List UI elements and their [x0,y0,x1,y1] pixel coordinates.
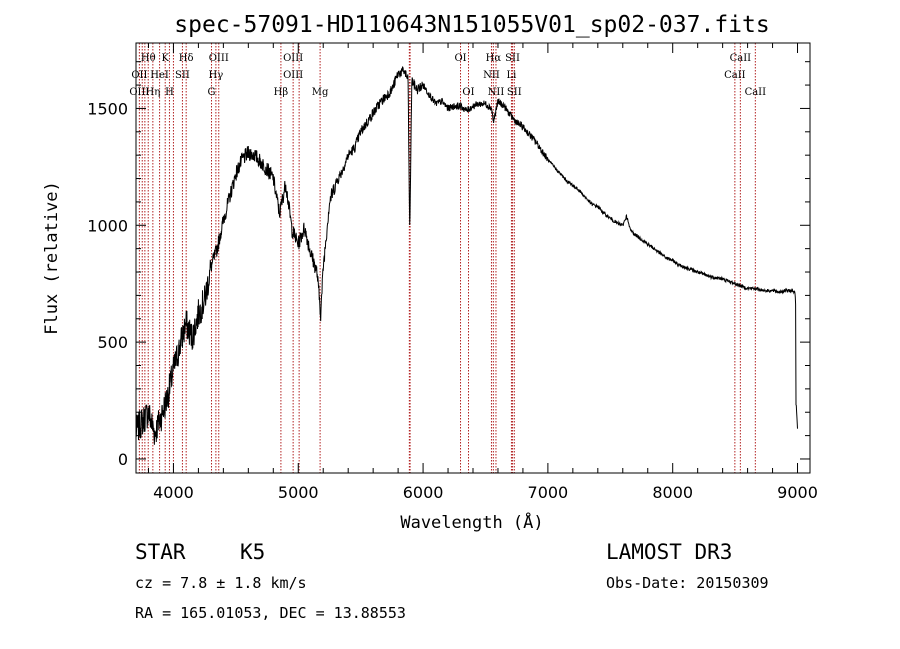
object-type: STAR [135,540,186,564]
y-tick-label: 1000 [87,216,128,235]
coordinates: RA = 165.01053, DEC = 13.88553 [135,604,406,622]
x-tick-label: 6000 [403,483,444,502]
marker-label: CaII [745,87,767,98]
marker-label: OI [462,87,474,98]
marker-label: Hδ [179,53,194,64]
x-axis-label: Wavelength (Å) [400,511,543,533]
y-axis-label: Flux (relative) [42,181,62,335]
marker-label: OIII [209,53,229,64]
marker-label: OII [131,70,147,81]
x-tick-label: 9000 [777,483,818,502]
x-tick-label: 4000 [153,483,194,502]
marker-label: Hα [486,53,502,64]
y-tick-label: 500 [97,333,128,352]
marker-label: CaII [724,70,746,81]
marker-label: HeI [150,70,169,81]
x-tick-label: 8000 [652,483,693,502]
marker-label: K [161,53,169,64]
spectral-line-markers [138,43,756,473]
chart-title: spec-57091-HD110643N151055V01_sp02-037.f… [174,12,769,38]
marker-label: CaII [730,53,752,64]
y-axis: 0 500 1000 1500 [87,61,810,469]
marker-label: Hη [145,87,160,98]
object-subclass: K5 [240,540,266,564]
survey-name: LAMOST DR3 [606,540,733,564]
marker-label: NII [483,70,500,81]
redshift-cz: cz = 7.8 ± 1.8 km/s [135,574,307,592]
marker-label: OIII [129,87,149,98]
marker-label: OI [454,53,466,64]
y-tick-label: 0 [118,450,128,469]
x-tick-label: 5000 [278,483,319,502]
marker-label: Hβ [274,87,289,98]
marker-label: NII [488,87,505,98]
spectrum-line [135,66,798,445]
x-tick-label: 7000 [528,483,569,502]
marker-label: OIII [283,53,303,64]
marker-label: Li [507,70,517,81]
y-tick-label: 1500 [87,99,128,118]
marker-label: Mg [312,87,329,98]
marker-label: OIII [283,70,303,81]
marker-label: SII [505,53,520,64]
marker-label: Hθ [141,53,156,64]
marker-label: G [208,87,216,98]
marker-label: SII [175,70,190,81]
x-axis: 4000 5000 6000 7000 8000 9000 [147,43,818,502]
marker-label: SII [507,87,522,98]
observation-date: Obs-Date: 20150309 [606,574,769,592]
marker-label: H [165,87,174,98]
marker-label: Hγ [209,70,224,81]
